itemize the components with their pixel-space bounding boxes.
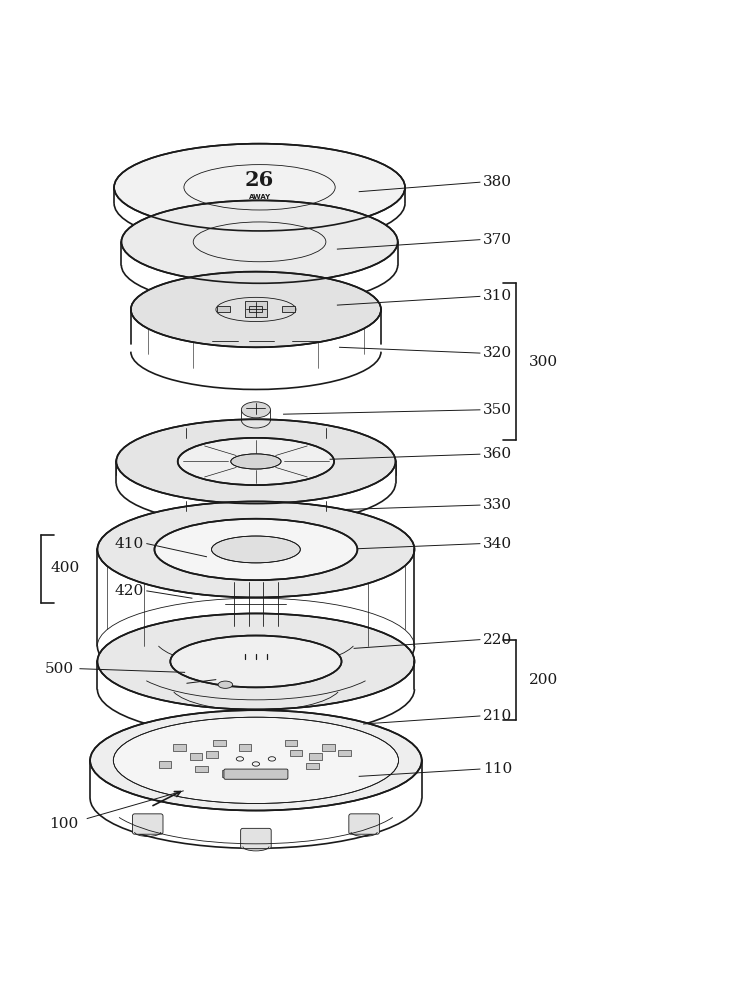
Ellipse shape [177, 438, 334, 485]
Text: 310: 310 [483, 289, 512, 303]
Bar [217, 306, 230, 312]
FancyBboxPatch shape [307, 763, 319, 769]
Ellipse shape [170, 636, 342, 687]
Text: 370: 370 [483, 233, 512, 247]
Ellipse shape [218, 681, 233, 688]
FancyBboxPatch shape [224, 769, 288, 779]
Bar [250, 306, 263, 312]
Ellipse shape [155, 519, 358, 580]
Ellipse shape [113, 717, 399, 803]
FancyBboxPatch shape [206, 751, 218, 758]
FancyBboxPatch shape [245, 301, 267, 317]
FancyBboxPatch shape [222, 770, 234, 777]
FancyBboxPatch shape [239, 744, 251, 751]
Text: 420: 420 [114, 584, 143, 598]
Text: 300: 300 [529, 355, 558, 369]
Ellipse shape [90, 710, 422, 811]
Ellipse shape [121, 200, 398, 283]
Ellipse shape [231, 454, 281, 469]
Ellipse shape [242, 402, 270, 418]
Text: AWAY: AWAY [248, 194, 271, 200]
Ellipse shape [97, 501, 415, 597]
FancyBboxPatch shape [174, 744, 185, 751]
Ellipse shape [131, 272, 381, 347]
Ellipse shape [212, 536, 300, 563]
Bar [282, 306, 295, 312]
Text: 110: 110 [483, 762, 512, 776]
FancyBboxPatch shape [159, 761, 172, 768]
Ellipse shape [114, 144, 405, 231]
Text: 400: 400 [51, 561, 80, 575]
Text: 500: 500 [45, 662, 74, 676]
FancyBboxPatch shape [195, 766, 207, 772]
FancyBboxPatch shape [213, 740, 226, 746]
FancyBboxPatch shape [310, 753, 322, 760]
Text: 380: 380 [483, 175, 512, 189]
Text: 330: 330 [483, 498, 512, 512]
Text: 210: 210 [483, 709, 512, 723]
Text: 200: 200 [529, 673, 558, 687]
FancyBboxPatch shape [270, 770, 283, 777]
Text: 320: 320 [483, 346, 512, 360]
Ellipse shape [116, 419, 396, 504]
FancyBboxPatch shape [349, 814, 380, 834]
FancyBboxPatch shape [323, 744, 335, 751]
Ellipse shape [97, 613, 415, 709]
Text: 410: 410 [114, 537, 143, 551]
Text: 340: 340 [483, 537, 512, 551]
Text: 360: 360 [483, 447, 512, 461]
FancyBboxPatch shape [339, 750, 351, 756]
Text: 350: 350 [483, 403, 512, 417]
Text: 100: 100 [49, 817, 78, 831]
FancyBboxPatch shape [241, 828, 271, 849]
FancyBboxPatch shape [290, 750, 302, 756]
Text: 26: 26 [245, 170, 274, 190]
FancyBboxPatch shape [285, 740, 297, 746]
Text: 220: 220 [483, 633, 512, 647]
FancyBboxPatch shape [132, 814, 163, 834]
FancyBboxPatch shape [190, 753, 202, 760]
